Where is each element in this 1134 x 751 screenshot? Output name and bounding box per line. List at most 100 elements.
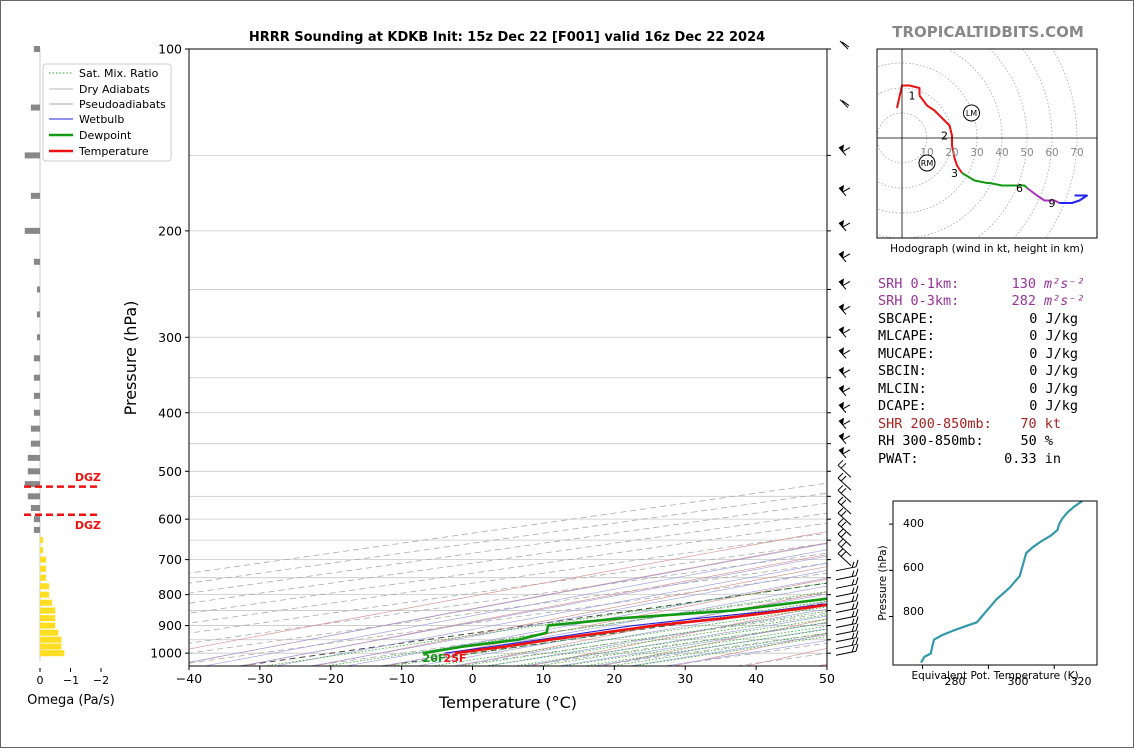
- mlcape-label: MLCAPE:: [878, 328, 935, 344]
- dry-adiabat-line: [189, 531, 827, 650]
- omega-bar: [33, 374, 40, 381]
- hodograph-trace: [896, 84, 921, 109]
- skewt-y-axis-label: Pressure (hPa): [121, 301, 140, 416]
- dry-adiabat-line: [386, 578, 827, 666]
- omega-bar: [36, 334, 40, 341]
- shr-value: 70 kt: [1020, 416, 1061, 432]
- omega-bar: [33, 392, 40, 399]
- omega-bar: [33, 516, 40, 523]
- mixing-ratio-line: [431, 606, 827, 666]
- hodograph-height-marker: 2: [941, 130, 948, 143]
- rh-label: RH 300-850mb:: [878, 433, 984, 449]
- skewt-x-tick-label: −10: [388, 671, 414, 686]
- dry-adiabat-line: [530, 604, 827, 666]
- skewt-y-tick-label: 200: [158, 223, 182, 238]
- mucape-label: MUCAPE:: [878, 346, 935, 362]
- wind-barb: [835, 593, 859, 606]
- wind-barb: [835, 644, 859, 656]
- wind-barb: [835, 623, 859, 636]
- wind-barb: [838, 417, 851, 430]
- rh-value: 50 %: [1020, 433, 1053, 449]
- theta-e-x-tick-2: 320: [1071, 675, 1092, 688]
- skewt-y-tick-label: 1000: [150, 646, 182, 661]
- legend-wetbulb: Wetbulb: [79, 113, 124, 126]
- moist-adiabat-line: [452, 601, 827, 666]
- skewt-sfc-temp-label: 25F: [444, 652, 467, 665]
- wind-barb: [835, 637, 859, 650]
- moist-adiabat-line: [310, 570, 827, 666]
- skewt-plot-frame: [188, 48, 828, 667]
- theta-e-x-tick-1: 300: [1008, 675, 1029, 688]
- omega-bar: [40, 565, 47, 572]
- wind-barb: [838, 347, 851, 359]
- omega-x-tick-1: −1: [63, 674, 79, 687]
- shr-label: SHR 200-850mb:: [878, 416, 992, 432]
- left-mover-label: LM: [966, 109, 977, 118]
- skewt-legend: Sat. Mix. Ratio Dry Adiabats Pseudoadiab…: [42, 63, 172, 162]
- omega-bar: [40, 650, 65, 657]
- wind-barbs: [835, 40, 859, 656]
- skewt-y-tick-label: 900: [158, 618, 182, 633]
- skewt-y-tick-label: 600: [158, 512, 182, 527]
- mlcin-label: MLCIN:: [878, 381, 927, 397]
- omega-bar: [33, 355, 40, 362]
- wind-barb: [837, 528, 852, 547]
- dcape-value: 0 J/kg: [1029, 398, 1078, 414]
- dry-adiabat-line: [817, 663, 827, 666]
- mixing-ratio-line: [514, 618, 827, 666]
- moist-adiabat-line: [558, 622, 827, 666]
- omega-bar: [40, 622, 56, 629]
- hodograph-ring-label: 50: [1020, 147, 1033, 159]
- sbcin-value: 0 J/kg: [1029, 363, 1078, 379]
- theta-e-y-axis-label: Pressure (hPa): [877, 545, 889, 620]
- mixing-ratio-line: [485, 614, 827, 666]
- skewt-y-tick-label: 300: [158, 330, 182, 345]
- hodograph-height-marker: 3: [951, 167, 958, 180]
- sbcape-value: 0 J/kg: [1029, 311, 1078, 327]
- skewt-y-tick-label: 700: [158, 552, 182, 567]
- moist-adiabat-line: [488, 608, 827, 666]
- wind-barb: [838, 432, 851, 444]
- mixing-ratio-line: [537, 622, 827, 666]
- skewt-profiles: [422, 597, 827, 655]
- omega-bar: [40, 599, 53, 606]
- indices-table: SRH 0-1km: 130 m²s⁻² SRH 0-3km: 282 m²s⁻…: [878, 276, 1085, 467]
- dgz-label-top: DGZ: [75, 471, 101, 484]
- omega-bar: [30, 440, 40, 447]
- wind-barb: [839, 99, 850, 108]
- dry-adiabat-line: [1105, 49, 1133, 666]
- omega-x-tick-0: 0: [37, 674, 44, 687]
- omega-bar: [24, 152, 40, 159]
- omega-bar: [40, 574, 47, 581]
- omega-bar: [24, 481, 40, 488]
- dcape-label: DCAPE:: [878, 398, 927, 414]
- sbcape-label: SBCAPE:: [878, 311, 935, 327]
- skewt-x-tick-label: −20: [318, 671, 344, 686]
- wind-barb: [837, 507, 852, 526]
- hodograph-frame: [876, 48, 1098, 239]
- moist-adiabat-line: [417, 593, 827, 666]
- legend-temperature: Temperature: [78, 145, 149, 158]
- omega-bar: [40, 636, 62, 643]
- pwat-label: PWAT:: [878, 451, 919, 467]
- omega-bar: [40, 607, 56, 614]
- omega-bar: [40, 615, 56, 622]
- skewt-y-tick-label: 100: [158, 42, 182, 57]
- omega-bar: [33, 258, 40, 265]
- omega-bar: [24, 227, 40, 234]
- srh3-value: 282: [1012, 293, 1036, 309]
- omega-bar: [40, 629, 59, 636]
- omega-bar: [27, 468, 40, 475]
- hodograph-ring-label: 30: [970, 147, 983, 159]
- omega-bar: [30, 104, 40, 111]
- omega-bar: [40, 583, 50, 590]
- pwat-value: 0.33 in: [1004, 451, 1061, 467]
- skewt-x-tick-label: 20: [606, 671, 622, 686]
- legend-dry-adiabats: Dry Adiabats: [79, 83, 150, 96]
- mlcin-value: 0 J/kg: [1029, 381, 1078, 397]
- omega-bar: [27, 454, 40, 461]
- skewt-title: HRRR Sounding at KDKB Init: 15z Dec 22 […: [249, 30, 765, 45]
- omega-bar: [30, 425, 40, 432]
- omega-bar: [40, 643, 62, 650]
- omega-bar: [27, 493, 40, 500]
